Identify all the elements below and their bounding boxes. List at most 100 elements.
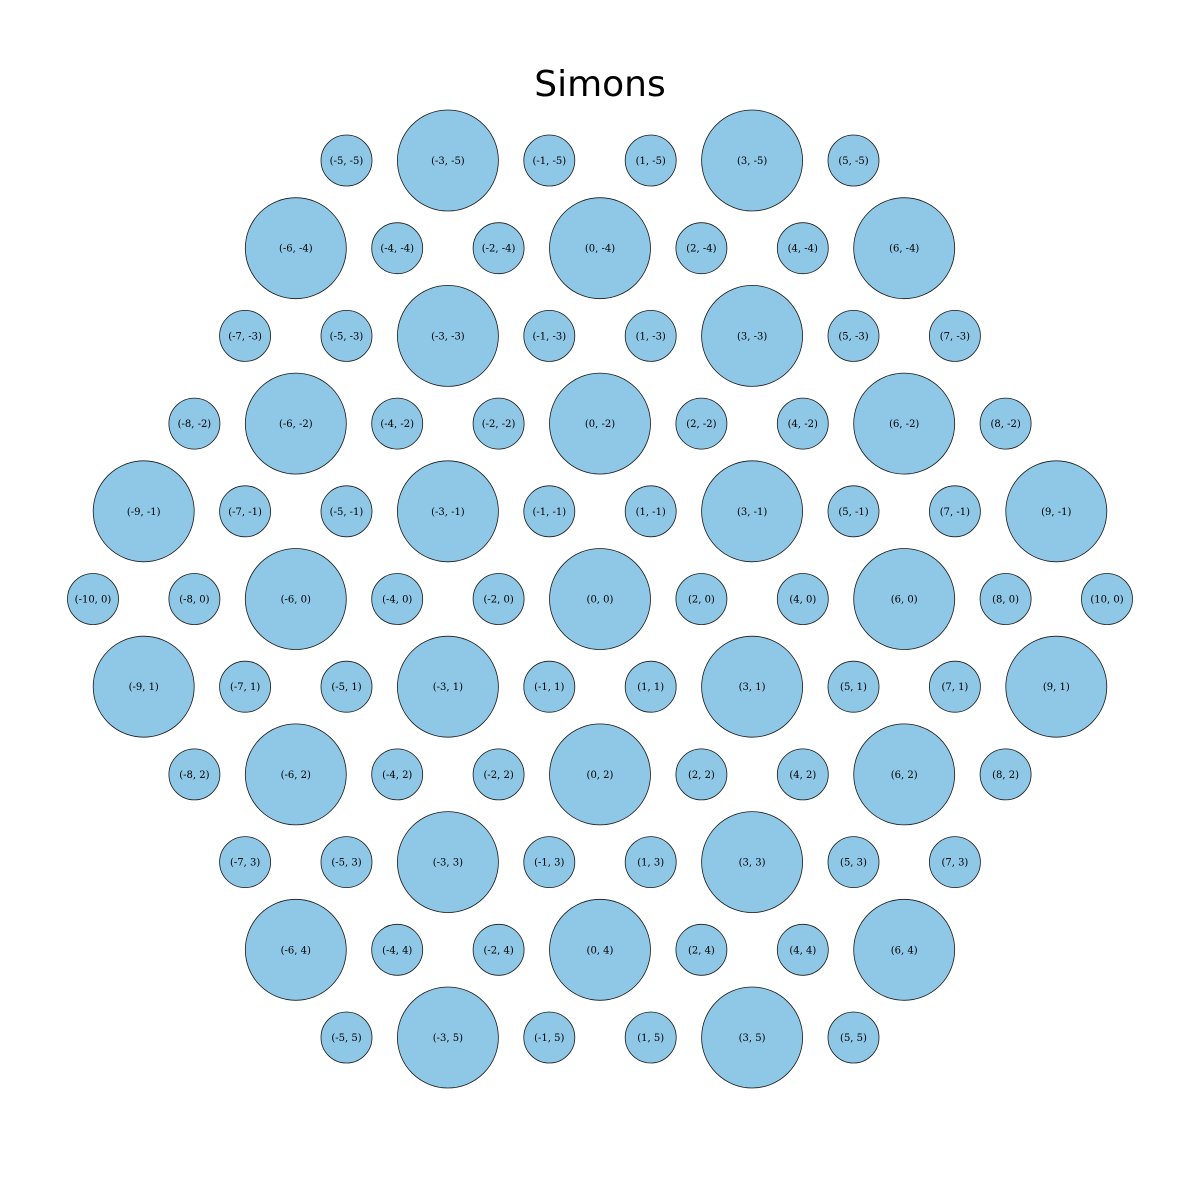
- lattice-node: (5, 1): [827, 660, 880, 713]
- node-label: (-5, 1): [331, 682, 361, 693]
- node-circle: [92, 635, 195, 738]
- node-circle: [853, 197, 956, 300]
- node-circle: [320, 309, 373, 362]
- lattice-node: (-9, 1): [92, 635, 195, 738]
- node-circle: [244, 197, 347, 300]
- lattice-node: (-3, -5): [396, 109, 499, 212]
- node-circle: [219, 836, 272, 888]
- node-label: (4, 0): [789, 595, 816, 606]
- node-label: (-2, -4): [482, 244, 516, 255]
- node-circle: [168, 748, 221, 801]
- node-label: (1, 1): [637, 682, 664, 693]
- node-circle: [827, 660, 880, 713]
- lattice-node: (0, -2): [549, 372, 651, 475]
- node-label: (-1, 3): [534, 858, 564, 869]
- lattice-node: (2, -2): [675, 397, 728, 450]
- node-circle: [523, 1011, 576, 1064]
- node-circle: [244, 723, 347, 826]
- node-label: (9, -1): [1041, 507, 1071, 518]
- node-circle: [168, 573, 221, 625]
- lattice-node: (-7, 1): [219, 660, 272, 713]
- lattice-node: (-6, 0): [244, 548, 347, 650]
- node-label: (-8, 2): [179, 770, 209, 781]
- node-label: (-2, 4): [483, 945, 513, 956]
- lattice-node: (-2, -4): [472, 222, 525, 275]
- node-circle: [371, 923, 424, 976]
- node-label: (-6, 2): [281, 770, 311, 781]
- node-label: (3, 1): [739, 682, 766, 693]
- node-circle: [472, 748, 525, 801]
- lattice-node: (-4, 2): [371, 748, 424, 801]
- lattice-node: (-6, 2): [244, 723, 347, 826]
- lattice-node: (2, 2): [675, 748, 728, 801]
- lattice-node: (4, -2): [776, 397, 829, 450]
- lattice-node: (0, 4): [549, 898, 651, 1001]
- node-circle: [244, 548, 347, 650]
- node-circle: [1005, 635, 1108, 738]
- lattice-node: (-2, 0): [472, 573, 525, 625]
- node-circle: [827, 134, 880, 187]
- lattice-node: (-3, -3): [396, 284, 499, 387]
- node-label: (3, -1): [737, 507, 767, 518]
- node-circle: [853, 723, 956, 826]
- node-circle: [929, 836, 981, 888]
- lattice-node: (-3, 1): [396, 635, 499, 738]
- lattice-node: (8, 0): [979, 573, 1032, 625]
- lattice-node: (-5, 1): [320, 660, 373, 713]
- node-circle: [624, 1011, 677, 1064]
- node-label: (6, 0): [891, 595, 918, 606]
- node-label: (-5, -3): [330, 331, 364, 342]
- node-label: (9, 1): [1043, 682, 1070, 693]
- node-label: (8, 0): [992, 595, 1019, 606]
- node-circle: [396, 460, 499, 563]
- lattice-node: (-1, 5): [523, 1011, 576, 1064]
- lattice-node: (0, 0): [549, 548, 651, 650]
- node-label: (-8, -2): [178, 419, 212, 430]
- node-circle: [244, 898, 347, 1001]
- lattice-node: (-9, -1): [92, 460, 195, 563]
- node-circle: [320, 1011, 373, 1064]
- node-circle: [675, 748, 728, 801]
- node-label: (-8, 0): [179, 595, 209, 606]
- lattice-node: (-4, 0): [371, 573, 424, 625]
- lattice-node: (-7, -1): [219, 485, 272, 538]
- lattice-node: (-5, 5): [320, 1011, 373, 1064]
- lattice-node: (3, 3): [701, 811, 803, 913]
- node-circle: [549, 898, 651, 1001]
- lattice-node: (-5, -1): [320, 485, 373, 538]
- lattice-node: (-2, 2): [472, 748, 525, 801]
- node-label: (4, 4): [789, 945, 816, 956]
- lattice-node: (-1, -3): [523, 309, 576, 362]
- node-label: (5, 3): [840, 858, 867, 869]
- node-circle: [776, 748, 829, 801]
- node-circle: [929, 485, 981, 538]
- node-label: (1, -5): [636, 156, 666, 167]
- node-label: (-4, 2): [382, 770, 412, 781]
- node-circle: [549, 197, 651, 300]
- node-circle: [624, 660, 677, 713]
- node-circle: [827, 1011, 880, 1064]
- node-label: (-5, -5): [330, 156, 364, 167]
- node-circle: [675, 397, 728, 450]
- lattice-node: (3, -3): [701, 284, 803, 387]
- node-label: (-1, -1): [532, 507, 566, 518]
- node-label: (1, -1): [636, 507, 666, 518]
- node-circle: [396, 109, 499, 212]
- lattice-node: (-6, 4): [244, 898, 347, 1001]
- node-label: (-2, -2): [482, 419, 516, 430]
- lattice-node: (-7, 3): [219, 836, 272, 888]
- node-circle: [396, 811, 499, 913]
- node-label: (-6, 0): [281, 595, 311, 606]
- node-label: (5, 5): [840, 1033, 867, 1044]
- lattice-node: (-5, -3): [320, 309, 373, 362]
- node-circle: [827, 309, 880, 362]
- lattice-node: (-5, 3): [320, 836, 373, 888]
- node-circle: [701, 811, 803, 913]
- node-label: (4, 2): [789, 770, 816, 781]
- node-circle: [320, 836, 373, 888]
- node-label: (-10, 0): [75, 595, 112, 606]
- lattice-node: (3, -5): [701, 109, 803, 212]
- node-circle: [67, 573, 119, 625]
- node-circle: [396, 284, 499, 387]
- lattice-node: (1, 1): [624, 660, 677, 713]
